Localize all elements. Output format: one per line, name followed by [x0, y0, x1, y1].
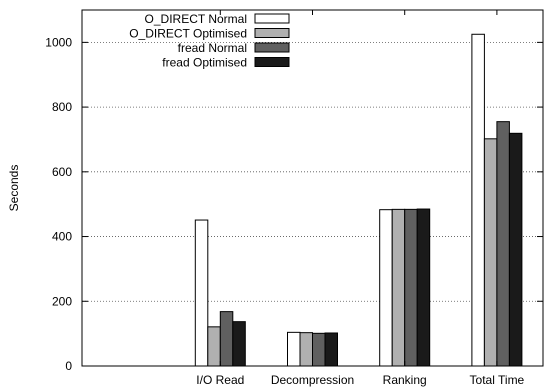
y-tick-label: 1000	[45, 35, 72, 49]
bar	[312, 332, 326, 367]
bar	[496, 121, 510, 367]
legend-label: O_DIRECT Normal	[145, 12, 247, 26]
y-tick-label: 200	[52, 294, 72, 308]
legend-label: fread Optimised	[162, 56, 247, 70]
y-tick-label: 600	[52, 165, 72, 179]
legend-label: fread Normal	[178, 41, 247, 55]
bar	[471, 33, 485, 367]
x-tick-label: Ranking	[383, 373, 427, 387]
bar	[324, 332, 338, 367]
bar	[219, 311, 234, 367]
bar	[232, 321, 246, 367]
y-axis-label: Seconds	[7, 165, 21, 212]
bar	[299, 332, 313, 367]
bar	[379, 209, 393, 367]
bar	[416, 208, 431, 367]
y-tick-label: 800	[52, 100, 72, 114]
bar	[287, 331, 301, 367]
bar	[207, 326, 221, 367]
bar	[194, 219, 209, 367]
legend-swatch	[254, 57, 290, 67]
x-tick-label: Decompression	[271, 373, 354, 387]
legend-swatch	[254, 28, 290, 38]
bar	[508, 132, 523, 367]
bar	[391, 208, 406, 367]
x-axis: I/O Read Decompression Ranking Total Time	[196, 10, 525, 387]
x-tick-label: Total Time	[470, 373, 525, 387]
bars	[194, 33, 523, 367]
y-axis: 0 200 400 600 800 1000	[45, 35, 543, 373]
x-tick-label: I/O Read	[196, 373, 244, 387]
legend-swatch	[254, 42, 290, 53]
bar	[483, 138, 498, 367]
legend-swatch	[254, 13, 290, 24]
bar	[404, 208, 418, 367]
y-tick-label: 400	[52, 230, 72, 244]
legend-label: O_DIRECT Optimised	[129, 27, 247, 41]
grid-lines	[82, 41, 543, 302]
y-tick-label: 0	[65, 359, 72, 373]
